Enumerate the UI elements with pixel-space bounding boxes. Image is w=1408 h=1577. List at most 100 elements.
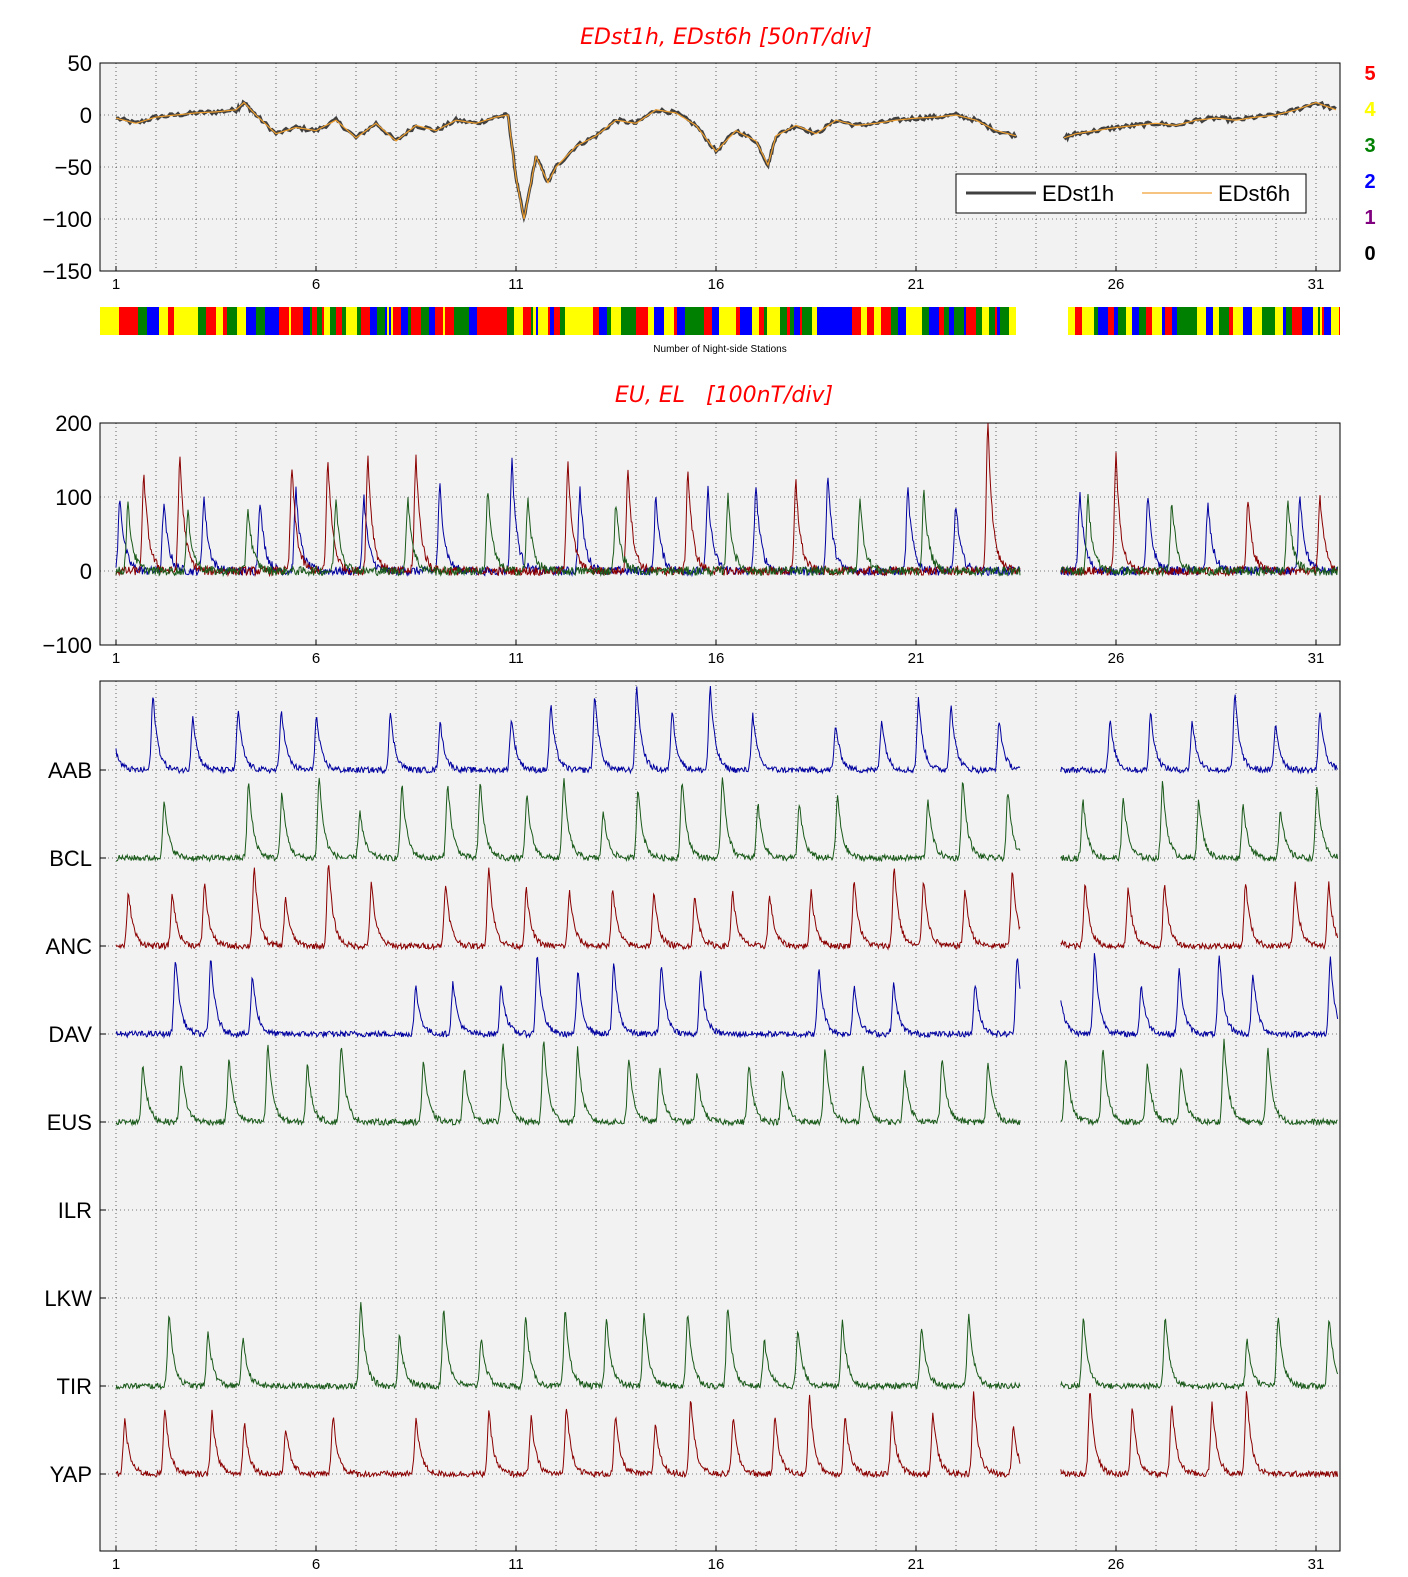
night-side-stripe xyxy=(745,307,752,335)
night-side-stripe xyxy=(726,307,736,335)
night-side-stripe xyxy=(1219,307,1229,335)
night-side-stripe xyxy=(507,307,509,335)
night-side-stripe xyxy=(461,307,469,335)
scale-value-3: 3 xyxy=(1364,135,1375,157)
night-side-stripe xyxy=(1306,307,1311,335)
night-side-stripe xyxy=(237,307,246,335)
night-side-stripe xyxy=(491,307,497,335)
panel1-legend: EDst1h EDst6h xyxy=(955,173,1307,214)
night-side-stripe xyxy=(172,307,174,335)
night-side-stripe xyxy=(976,307,982,335)
night-side-stripe xyxy=(324,307,330,335)
night-side-stripe xyxy=(1217,307,1219,335)
night-side-stripe xyxy=(1197,307,1206,335)
night-side-stripe xyxy=(191,307,198,335)
night-side-stripe xyxy=(100,307,109,335)
night-side-stripe xyxy=(1322,307,1324,335)
x-tick-label: 6 xyxy=(312,276,320,293)
night-side-stripe xyxy=(1311,307,1313,335)
station-label-tir: TIR xyxy=(57,1374,92,1399)
night-side-stripe xyxy=(408,307,411,335)
x-tick-label: 31 xyxy=(1308,1556,1325,1573)
x-tick-label: 26 xyxy=(1108,276,1125,293)
night-side-stripe xyxy=(1275,307,1283,335)
night-side-stripe xyxy=(383,307,385,335)
night-side-stripe xyxy=(554,307,560,335)
night-side-stripe xyxy=(982,307,989,335)
night-side-stripe xyxy=(443,307,445,335)
night-side-stripe xyxy=(790,307,794,335)
night-side-stripe xyxy=(1283,307,1286,335)
night-side-stripe xyxy=(995,307,997,335)
night-side-stripe xyxy=(550,307,554,335)
night-side-stripe xyxy=(916,307,922,335)
x-tick-label: 11 xyxy=(508,276,524,293)
night-side-stripe xyxy=(1265,307,1275,335)
night-side-stripe xyxy=(607,307,611,335)
night-side-stripe xyxy=(271,307,279,335)
night-side-stripe xyxy=(1292,307,1300,335)
night-side-stripe xyxy=(1000,307,1003,335)
night-side-stripe xyxy=(1206,307,1213,335)
night-side-stripe xyxy=(1003,307,1009,335)
night-side-stripe xyxy=(216,307,223,335)
night-side-stripe xyxy=(891,307,898,335)
night-side-stripe xyxy=(966,307,976,335)
station-label-ilr: ILR xyxy=(58,1198,92,1223)
night-side-stripe xyxy=(353,307,357,335)
y-tick-label: 0 xyxy=(80,559,92,584)
night-side-stripe xyxy=(625,307,628,335)
night-side-stripe xyxy=(1082,307,1085,335)
night-side-stripe xyxy=(1188,307,1197,335)
night-side-stripe xyxy=(1339,307,1340,335)
night-side-stripe xyxy=(391,307,393,335)
x-tick-label: 1 xyxy=(112,650,120,667)
night-side-stripe xyxy=(469,307,477,335)
night-side-stripe xyxy=(206,307,216,335)
night-side-stripe xyxy=(306,307,310,335)
night-side-stripe xyxy=(867,307,874,335)
night-side-stripe xyxy=(664,307,674,335)
night-side-stripe xyxy=(505,307,507,335)
night-side-stripe xyxy=(1302,307,1306,335)
night-side-stripe xyxy=(837,307,844,335)
night-side-stripe xyxy=(1146,307,1152,335)
station-trace-bcl xyxy=(116,777,1339,863)
night-side-stripe xyxy=(685,307,694,335)
x-tick-label: 1 xyxy=(112,1556,120,1573)
y-tick-label: 0 xyxy=(80,103,92,128)
station-trace-yap xyxy=(115,1391,1339,1479)
night-side-stripe xyxy=(1068,307,1075,335)
night-side-stripe xyxy=(310,307,312,335)
x-tick-label: 16 xyxy=(708,1556,725,1573)
panel3-station-traces xyxy=(115,685,1339,1479)
x-tick-label: 21 xyxy=(908,1556,925,1573)
night-side-stripe xyxy=(128,307,138,335)
night-side-stripe xyxy=(780,307,787,335)
night-side-stripe xyxy=(401,307,408,335)
night-side-stripe xyxy=(297,307,303,335)
night-side-stripe xyxy=(719,307,726,335)
night-side-stripe xyxy=(590,307,593,335)
night-side-stripe xyxy=(599,307,607,335)
y-tick-label: −50 xyxy=(55,155,92,180)
night-side-stripe xyxy=(1233,307,1243,335)
night-side-stripe xyxy=(949,307,951,335)
night-side-stripe xyxy=(289,307,291,335)
night-side-stripe xyxy=(611,307,621,335)
night-side-stripe xyxy=(153,307,159,335)
night-side-stripe xyxy=(1229,307,1233,335)
y-tick-label: 200 xyxy=(55,411,92,436)
night-side-stripe xyxy=(1320,307,1322,335)
night-side-stripe xyxy=(712,307,719,335)
night-side-stripe xyxy=(764,307,767,335)
night-side-stripe xyxy=(636,307,645,335)
night-side-stripe xyxy=(1162,307,1165,335)
x-tick-label: 21 xyxy=(908,650,925,667)
night-side-stripe xyxy=(939,307,944,335)
y-tick-label: 50 xyxy=(68,51,92,76)
night-side-stripe xyxy=(1313,307,1318,335)
night-side-stripe xyxy=(1114,307,1118,335)
station-label-lkw: LKW xyxy=(44,1286,92,1311)
